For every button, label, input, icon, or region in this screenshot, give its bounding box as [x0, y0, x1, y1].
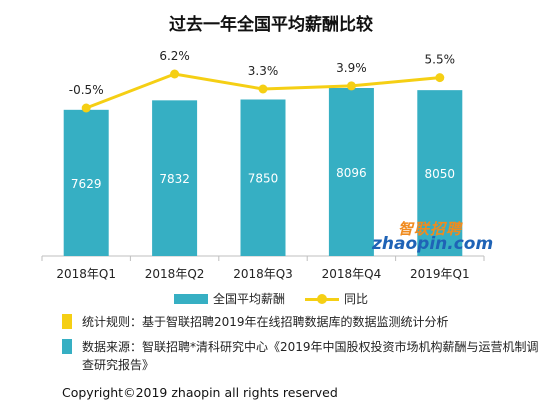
- logo-cn-text: 智联招聘: [397, 220, 462, 238]
- legend-line-swatch: [305, 293, 339, 305]
- bar: [328, 88, 374, 256]
- line-value-label: 6.2%: [159, 49, 190, 63]
- legend-bar-swatch: [174, 293, 208, 304]
- bar-value-label: 7832: [159, 172, 190, 186]
- line-value-label: 3.3%: [248, 64, 279, 78]
- line-point: [258, 84, 268, 94]
- note-statistics-rule-text: 统计规则：基于智联招聘2019年在线招聘数据库的数据监测统计分析: [82, 315, 449, 329]
- chart-legend: 全国平均薪酬 同比: [0, 290, 542, 308]
- legend-bar-label: 全国平均薪酬: [213, 292, 286, 306]
- line-value-label: 5.5%: [425, 53, 456, 67]
- chart-canvas: 7629 7832 7850 8096 8050 -0.5% 6.2% 3.3% 3.9% 5.…: [41, 49, 485, 281]
- logo-en-text: zhaopin.com: [372, 234, 494, 254]
- x-tick-label: 2018年Q2: [145, 267, 205, 281]
- line-point: [435, 73, 445, 83]
- note-marker-teal: [62, 339, 72, 354]
- x-tick-label: 2018年Q1: [56, 267, 116, 281]
- note-data-source-text: 数据来源：智联招聘*清科研究中心《2019年中国股权投资市场机构薪酬与运营机制调…: [82, 340, 539, 372]
- chart-title: 过去一年全国平均薪酬比较: [169, 15, 373, 35]
- line-point: [346, 81, 356, 91]
- copyright-text: Copyright©2019 zhaopin all rights reserv…: [62, 385, 338, 400]
- line-point: [81, 103, 91, 113]
- line-point: [170, 69, 180, 79]
- x-tick-label: 2018年Q4: [322, 267, 382, 281]
- note-marker-yellow: [62, 314, 72, 329]
- x-tick-label: 2018年Q3: [233, 267, 293, 281]
- legend-item-line: 同比: [305, 290, 368, 307]
- bar: [152, 100, 198, 256]
- bar-value-label: 7629: [71, 177, 102, 191]
- zhaopin-watermark-logo: 智联招聘 zhaopin.com: [372, 218, 493, 254]
- bar: [417, 90, 463, 257]
- bar: [240, 99, 286, 256]
- x-tick-label: 2019年Q1: [410, 267, 470, 281]
- legend-line-label: 同比: [344, 292, 369, 306]
- legend-item-bar: 全国平均薪酬: [174, 290, 285, 307]
- line-value-label: 3.9%: [336, 61, 367, 75]
- bar-value-label: 7850: [248, 172, 279, 186]
- bar-value-label: 8050: [425, 167, 456, 181]
- bar: [63, 109, 109, 257]
- line-value-label: -0.5%: [69, 83, 104, 97]
- bar-value-label: 8096: [336, 166, 367, 180]
